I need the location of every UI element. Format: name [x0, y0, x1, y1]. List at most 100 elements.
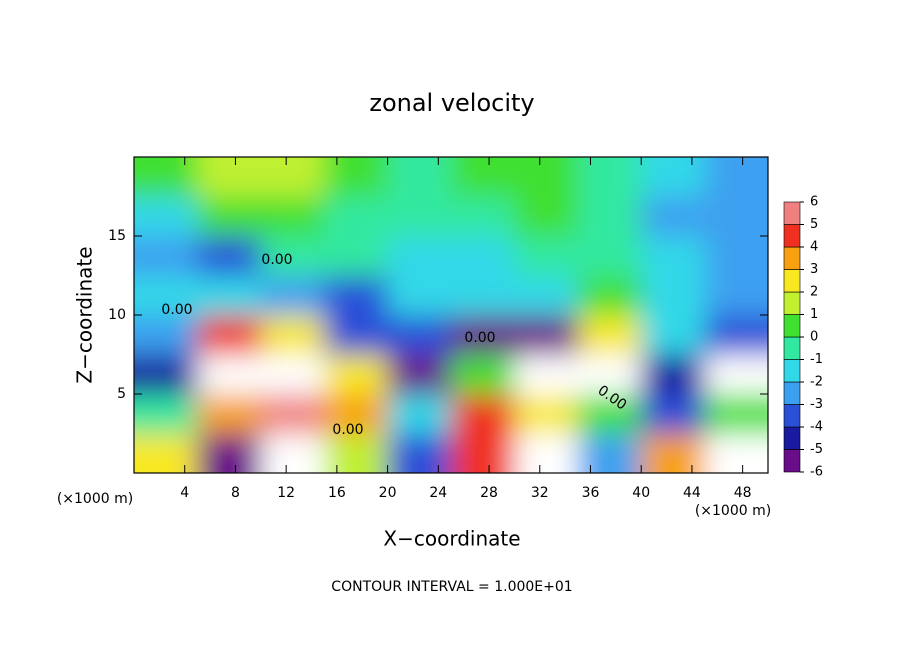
heat-cell	[577, 433, 642, 473]
x-unit-label: (×1000 m)	[695, 503, 771, 519]
heat-cell	[641, 315, 706, 355]
heat-cell	[704, 315, 768, 355]
heat-cell	[260, 354, 325, 395]
heat-cell	[324, 394, 389, 434]
heat-cell	[197, 315, 262, 355]
contour-label: 0.00	[161, 302, 192, 318]
heat-cell	[514, 196, 579, 237]
colorbar-band	[783, 269, 801, 293]
heat-cell	[577, 315, 642, 355]
heat-cell	[451, 354, 515, 395]
heat-cell	[451, 433, 515, 473]
heat-cell	[514, 157, 579, 197]
heat-cell	[260, 236, 325, 276]
colorbar-band	[783, 291, 801, 315]
colorbar-band	[783, 201, 801, 225]
heat-cell	[260, 196, 325, 237]
heat-cell	[324, 157, 389, 197]
x-tick-label: 20	[379, 485, 397, 501]
heat-cell	[641, 157, 706, 197]
heat-cell	[197, 354, 262, 395]
y-tick-label: 5	[117, 386, 126, 402]
heat-cell	[324, 433, 389, 473]
colorbar-tick-label: -5	[810, 442, 823, 457]
heat-cell	[451, 315, 515, 355]
heat-cell	[134, 275, 198, 316]
heat-cell	[134, 394, 198, 434]
heat-cell	[514, 394, 579, 434]
y-tick-label: 10	[108, 307, 126, 323]
heat-cell	[514, 433, 579, 473]
heat-cell	[451, 394, 515, 434]
y-axis-label: Z−coordinate	[73, 246, 97, 383]
colorbar-tick-label: -3	[810, 397, 823, 412]
x-tick-label: 36	[582, 485, 600, 501]
colorbar-tick-label: 4	[810, 240, 818, 255]
colorbar-band	[783, 426, 801, 450]
colorbar-tick-label: 5	[810, 217, 818, 232]
y-tick-label: 15	[108, 228, 126, 244]
heat-cell	[324, 315, 389, 355]
heat-cell	[324, 354, 389, 395]
heat-cell	[451, 275, 515, 316]
heat-cell	[641, 196, 706, 237]
heat-cell	[577, 236, 642, 276]
heat-cell	[260, 315, 325, 355]
heat-cell	[704, 394, 768, 434]
heat-cell	[704, 433, 768, 473]
heat-cell	[134, 433, 198, 473]
heat-cell	[451, 157, 515, 197]
heat-cell	[641, 275, 706, 316]
heat-cell	[704, 275, 768, 316]
x-unit-label: (×1000 m)	[57, 491, 133, 507]
heat-cell	[514, 354, 579, 395]
x-tick-label: 28	[480, 485, 498, 501]
heat-cell	[134, 157, 198, 197]
x-tick-label: 40	[632, 485, 650, 501]
colorbar-tick-label: 0	[810, 330, 818, 345]
heat-cell	[577, 196, 642, 237]
heatmap	[134, 157, 768, 473]
colorbar-tick-label: 6	[810, 195, 818, 210]
heat-cell	[641, 236, 706, 276]
heat-cell	[704, 157, 768, 197]
contour-label: 0.00	[261, 252, 292, 268]
heat-cell	[260, 157, 325, 197]
heat-cell	[387, 236, 452, 276]
heat-cell	[324, 196, 389, 237]
heat-cell	[577, 354, 642, 395]
heat-cell	[197, 394, 262, 434]
x-tick-label: 44	[683, 485, 701, 501]
heat-cell	[704, 354, 768, 395]
heat-cell	[451, 196, 515, 237]
heat-cell	[577, 394, 642, 434]
heat-cell	[134, 354, 198, 395]
heat-cell	[514, 315, 579, 355]
colorbar-band	[783, 224, 801, 248]
colorbar-tick-label: 1	[810, 307, 818, 322]
heat-cell	[387, 354, 452, 395]
colorbar-band	[783, 404, 801, 428]
heat-cell	[134, 236, 198, 276]
heat-cell	[641, 354, 706, 395]
heat-cell	[451, 236, 515, 276]
heat-cell	[387, 433, 452, 473]
colorbar-band	[783, 359, 801, 383]
x-tick-label: 8	[231, 485, 240, 501]
x-tick-label: 24	[429, 485, 447, 501]
x-tick-label: 16	[328, 485, 346, 501]
colorbar-band	[783, 246, 801, 270]
colorbar-tick-label: -1	[810, 352, 823, 367]
x-tick-label: 4	[180, 485, 189, 501]
heat-cell	[704, 236, 768, 276]
colorbar-tick-label: -2	[810, 375, 823, 390]
heat-cell	[324, 275, 389, 316]
heat-cell	[387, 157, 452, 197]
chart-title: zonal velocity	[369, 89, 534, 117]
heat-cell	[387, 275, 452, 316]
x-tick-label: 48	[734, 485, 752, 501]
x-tick-label: 32	[531, 485, 549, 501]
heat-cell	[197, 433, 262, 473]
colorbar-tick-label: -6	[810, 465, 823, 480]
